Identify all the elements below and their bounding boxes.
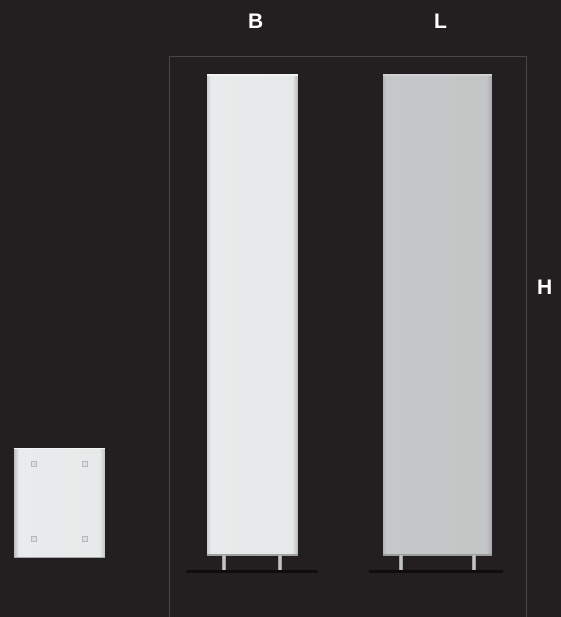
height-dimension-label: H <box>537 276 553 299</box>
width-dimension-label: B <box>248 10 264 33</box>
bracket-top-right-icon <box>82 461 88 467</box>
side-view-right-leg <box>472 555 476 571</box>
front-view-floor-shadow <box>186 570 318 573</box>
depth-dimension-label: L <box>434 10 447 33</box>
bracket-bottom-left-icon <box>31 536 37 542</box>
bracket-top-left-icon <box>31 461 37 467</box>
dimension-frame <box>169 56 527 617</box>
radiator-front-view <box>207 74 298 556</box>
radiator-side-view <box>383 74 492 556</box>
bracket-bottom-right-icon <box>82 536 88 542</box>
side-view-left-leg <box>399 555 403 571</box>
wall-mount-plate <box>14 448 105 558</box>
front-view-left-leg <box>222 555 226 571</box>
front-view-right-leg <box>278 555 282 571</box>
side-view-floor-shadow <box>369 570 503 573</box>
